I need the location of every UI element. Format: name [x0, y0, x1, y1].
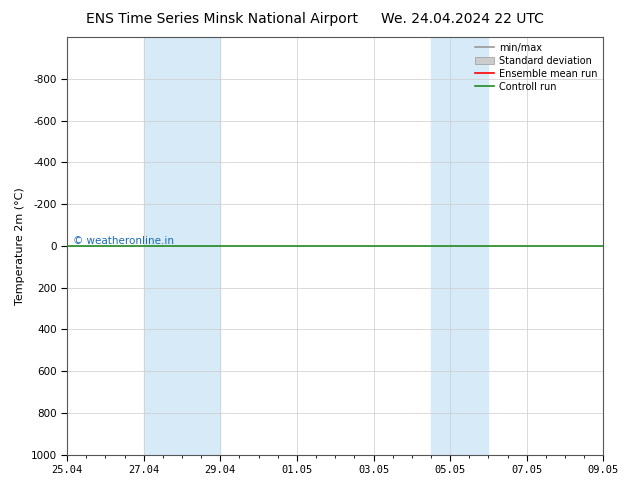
Y-axis label: Temperature 2m (°C): Temperature 2m (°C): [15, 187, 25, 305]
Bar: [431, 37, 488, 455]
Text: © weatheronline.in: © weatheronline.in: [73, 236, 174, 246]
Legend: min/max, Standard deviation, Ensemble mean run, Controll run: min/max, Standard deviation, Ensemble me…: [471, 39, 602, 96]
Bar: [144, 37, 221, 455]
Text: We. 24.04.2024 22 UTC: We. 24.04.2024 22 UTC: [382, 12, 544, 26]
Text: ENS Time Series Minsk National Airport: ENS Time Series Minsk National Airport: [86, 12, 358, 26]
